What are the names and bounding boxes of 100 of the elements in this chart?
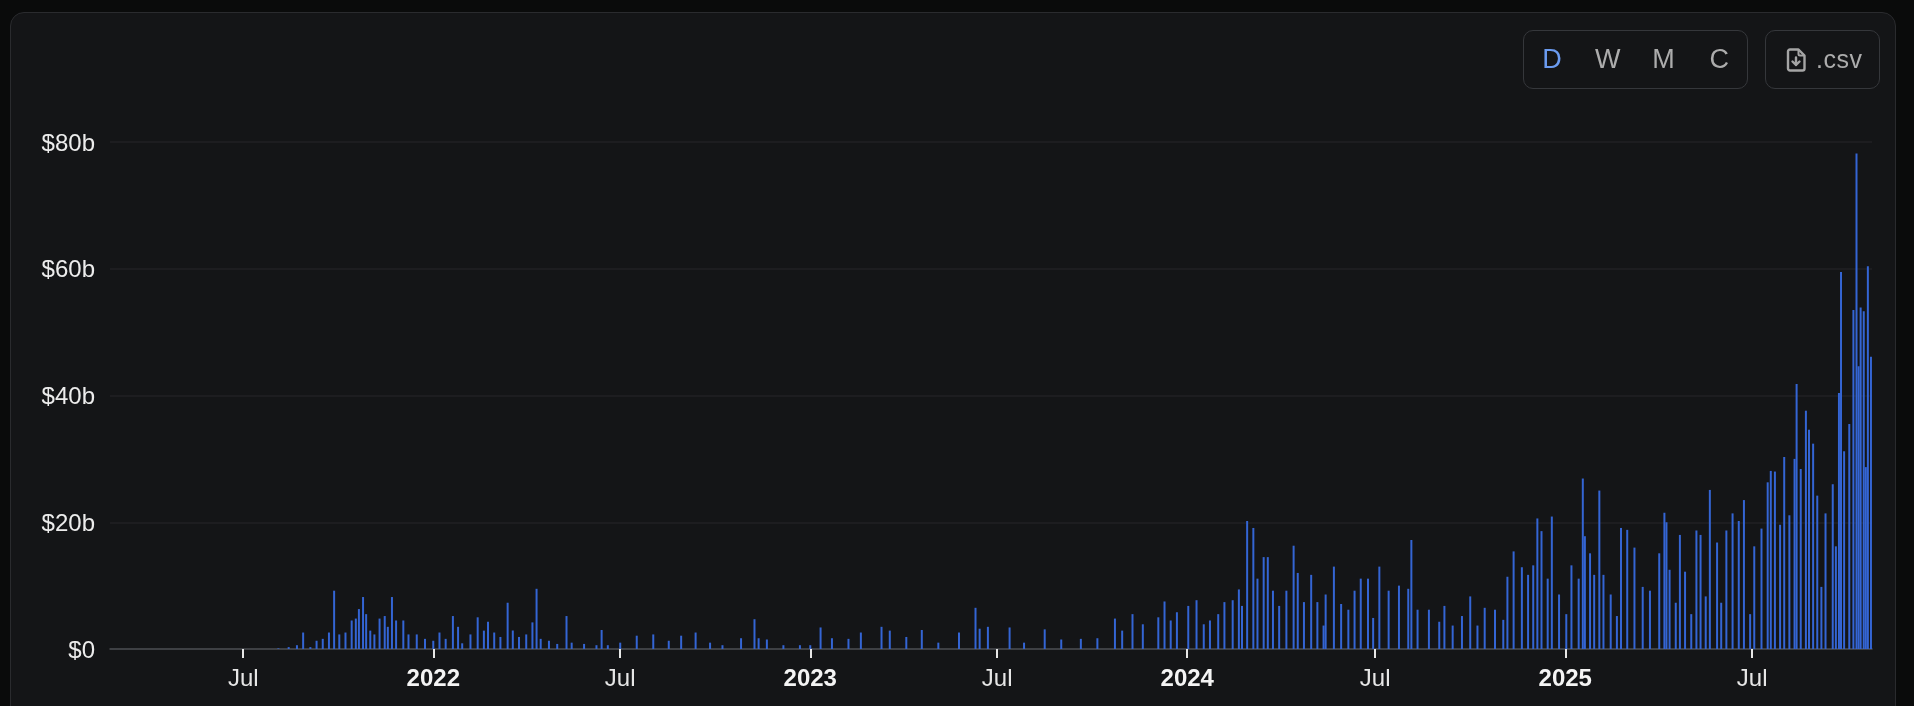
bar <box>1633 547 1636 649</box>
bar <box>888 630 891 649</box>
bar <box>487 621 490 649</box>
bar <box>880 626 883 649</box>
bar <box>1252 527 1255 649</box>
bar <box>1469 596 1472 649</box>
bar <box>1208 620 1211 649</box>
x-tick-label: Jul <box>604 663 636 691</box>
bar <box>1753 546 1756 649</box>
x-tick-label: 2024 <box>1160 663 1215 691</box>
bar <box>565 616 568 649</box>
bar <box>1121 630 1124 649</box>
bar <box>619 642 622 649</box>
bar <box>1332 566 1335 649</box>
bar <box>1347 609 1350 649</box>
bar <box>1060 639 1063 649</box>
bar <box>1773 471 1776 649</box>
bar <box>1536 518 1539 649</box>
bar <box>1187 605 1190 649</box>
bar <box>1684 571 1687 649</box>
bar <box>1262 557 1265 649</box>
bar <box>1609 594 1612 649</box>
bar <box>499 636 502 649</box>
bar <box>1359 578 1362 649</box>
bar <box>583 643 586 649</box>
bar <box>1804 410 1807 649</box>
bar <box>1410 540 1413 649</box>
bar <box>1460 616 1463 649</box>
bar <box>1266 557 1269 649</box>
bar <box>432 640 435 649</box>
bar <box>606 645 609 649</box>
bar <box>1716 542 1719 649</box>
bar <box>461 643 464 649</box>
bar <box>321 638 324 649</box>
bar <box>451 616 454 649</box>
bar <box>518 636 520 649</box>
y-tick-label: $80b <box>41 128 95 156</box>
bar <box>1699 534 1702 649</box>
y-tick-label: $0 <box>68 635 95 663</box>
csv-button: .csv <box>1765 30 1880 89</box>
bar <box>457 626 460 649</box>
bar <box>1043 629 1046 649</box>
bar <box>1157 617 1160 649</box>
bar <box>1859 307 1862 649</box>
bar <box>1113 618 1116 649</box>
x-tick-label: Jul <box>1736 663 1768 691</box>
bar <box>1202 624 1205 649</box>
bar <box>1598 490 1601 649</box>
bar <box>1840 271 1843 649</box>
bar <box>905 636 908 649</box>
bar <box>1760 528 1763 649</box>
y-tick-label: $60b <box>41 255 95 283</box>
bar <box>369 630 372 649</box>
bar <box>1546 578 1549 649</box>
bar <box>1550 516 1553 649</box>
bar <box>1862 311 1865 649</box>
bar <box>765 639 768 649</box>
bar <box>1008 627 1011 649</box>
bar <box>1852 309 1855 649</box>
bar <box>1720 602 1723 649</box>
bar <box>1292 545 1295 649</box>
bar <box>1855 153 1858 649</box>
bar <box>667 640 670 649</box>
bar <box>1565 614 1568 649</box>
bar <box>1324 594 1327 649</box>
bar <box>1602 574 1605 649</box>
bar <box>1816 495 1819 649</box>
bar <box>1302 602 1305 649</box>
bar <box>847 638 850 649</box>
bar <box>1674 602 1677 649</box>
bar <box>531 622 534 649</box>
y-tick-label: $40b <box>41 382 95 409</box>
bar <box>315 640 318 649</box>
bar <box>383 616 386 649</box>
bar <box>1820 586 1823 649</box>
bar <box>652 634 655 649</box>
bar <box>1397 585 1400 649</box>
bar <box>1494 609 1497 649</box>
bar <box>395 620 398 649</box>
bar <box>1795 384 1798 649</box>
bar <box>798 645 801 649</box>
bar <box>782 645 785 649</box>
bar <box>1749 614 1752 649</box>
x-tick-label: 2022 <box>406 663 460 691</box>
bar <box>694 632 697 649</box>
bar <box>1527 574 1530 649</box>
bar <box>1558 594 1561 649</box>
bar <box>1668 569 1671 649</box>
bar <box>1256 578 1259 649</box>
bar <box>1195 600 1198 649</box>
bar <box>635 635 638 649</box>
button-group: D W M C <box>1523 30 1748 89</box>
bar <box>1372 617 1375 649</box>
bar <box>1378 566 1381 649</box>
x-tick-label: 2025 <box>1538 663 1592 691</box>
bar <box>1725 530 1728 649</box>
bar <box>1641 586 1644 649</box>
bar <box>1175 612 1178 649</box>
bar <box>819 627 822 649</box>
bar <box>1366 578 1369 649</box>
